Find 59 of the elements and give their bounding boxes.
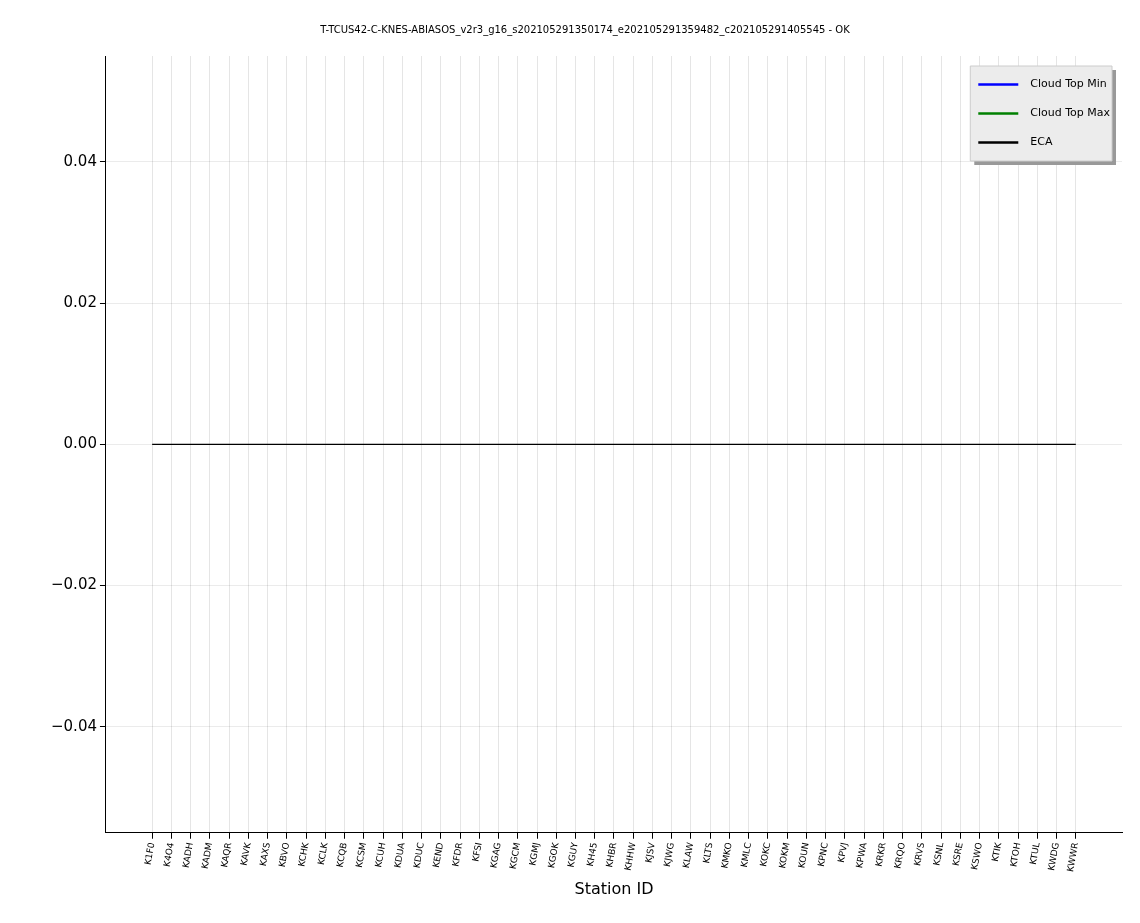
x-tick-label: KGOK: [546, 840, 561, 869]
x-tick-label: KOUN: [796, 841, 811, 869]
x-tick-label: KLAW: [680, 841, 696, 869]
x-tick-label: KPWA: [854, 840, 869, 869]
x-tick-label: KJSV: [643, 840, 657, 864]
x-tick-label: KAQR: [219, 841, 234, 869]
x-tick-label: KFSI: [470, 841, 484, 863]
x-tick-label: KSNL: [931, 841, 946, 867]
y-tick-label: 0.02: [63, 293, 97, 312]
x-tick-label: KRVS: [912, 841, 927, 867]
x-tick-label: KBVO: [276, 841, 292, 868]
y-tick-label: 0.00: [63, 434, 97, 453]
x-tick-label: K4O4: [161, 841, 176, 868]
x-tick-label: KCSM: [353, 841, 369, 869]
y-tick-label: −0.02: [51, 575, 97, 594]
x-tick-label: KTIK: [989, 840, 1004, 863]
x-tick-label: KPVJ: [835, 841, 850, 864]
x-tick-label: KDUC: [411, 841, 426, 869]
x-tick-label: KMLC: [738, 841, 753, 869]
x-tick-label: KDUA: [392, 840, 407, 869]
x-tick-label: KCLK: [315, 840, 330, 866]
x-tick-label: KOKC: [758, 841, 773, 868]
chart-title: T-TCUS42-C-KNES-ABIASOS_v2r3_g16_s202105291350174_e202105291359482_c202105291405545 - OK: [319, 23, 851, 36]
x-tick-label: KRQO: [892, 841, 907, 870]
x-tick-label: KWWR: [1065, 841, 1081, 873]
x-tick-label: KRKR: [873, 841, 888, 868]
x-tick-label: KSRE: [950, 841, 965, 867]
legend-label: Cloud Top Min: [1030, 77, 1107, 91]
x-axis-title: Station ID: [574, 878, 654, 898]
x-tick-label: KPNC: [815, 841, 830, 868]
x-tick-label: KHBR: [604, 841, 619, 869]
x-tick-label: KAXS: [257, 841, 272, 867]
x-tick-label: KWDG: [1046, 841, 1061, 872]
y-tick-label: 0.04: [63, 151, 97, 170]
x-tick-label: KGMJ: [527, 841, 542, 867]
x-tick-label: KSWO: [969, 841, 984, 871]
x-tick-label: K1F0: [142, 841, 157, 866]
x-tick-label: KGAG: [488, 841, 503, 869]
x-tick-label: KFDR: [450, 841, 465, 868]
x-tick-label: KGUY: [565, 841, 580, 869]
x-tick-label: KH45: [584, 841, 600, 868]
legend-label: Cloud Top Max: [1030, 106, 1111, 120]
x-tick-label: KOKM: [777, 841, 792, 870]
x-tick-label: KLTS: [701, 841, 715, 865]
x-tick-label: KCUH: [373, 841, 388, 869]
x-tick-label: KJWG: [661, 841, 676, 868]
x-tick-label: KHHW: [622, 841, 638, 872]
x-tick-label: KTOH: [1008, 841, 1023, 868]
x-tick-label: KAVK: [238, 840, 253, 867]
x-tick-label: KADH: [180, 841, 195, 869]
x-tick-label: KMKO: [719, 841, 734, 870]
y-tick-label: −0.04: [51, 716, 97, 735]
x-tick-label: KGCM: [507, 841, 523, 870]
legend-label: ECA: [1030, 135, 1053, 149]
x-tick-label: KEND: [430, 841, 446, 869]
x-tick-label: KCQB: [334, 841, 349, 869]
x-tick-label: KTUL: [1027, 841, 1042, 866]
x-tick-label: KCHK: [296, 840, 311, 868]
x-tick-label: KADM: [199, 841, 215, 870]
